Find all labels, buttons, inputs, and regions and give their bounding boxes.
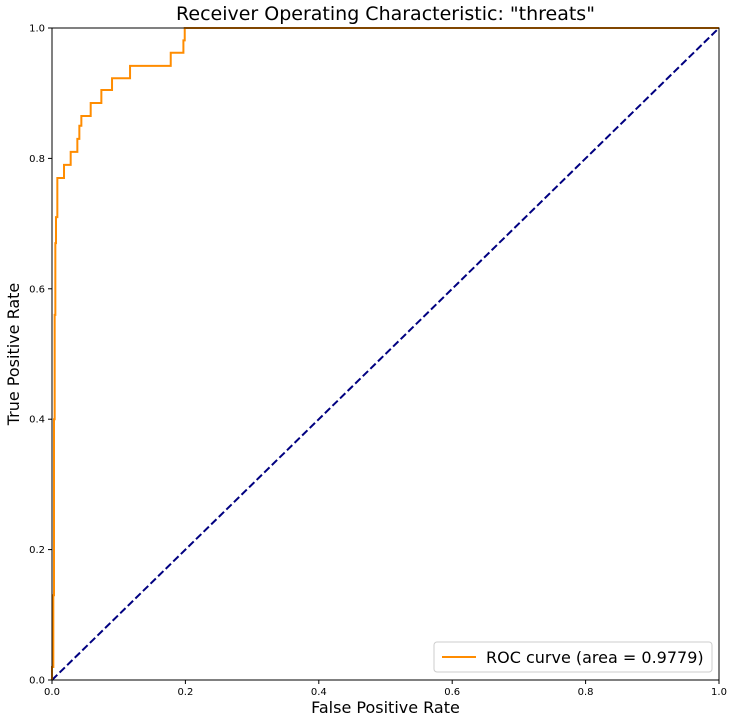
series-layer bbox=[51, 27, 720, 681]
diagonal-reference-line bbox=[51, 27, 720, 681]
legend: ROC curve (area = 0.9779) bbox=[433, 641, 713, 673]
y-tick-label: 1.0 bbox=[29, 24, 45, 35]
y-tick-label: 0.8 bbox=[29, 154, 45, 165]
y-tick-label: 0.0 bbox=[29, 676, 45, 687]
roc-curve-line bbox=[51, 27, 719, 680]
x-tick-label: 0.2 bbox=[177, 687, 193, 698]
y-axis-ticks: 0.0 0.2 0.4 0.6 0.8 1.0 bbox=[29, 24, 52, 687]
y-tick-label: 0.2 bbox=[29, 545, 45, 556]
legend-label: ROC curve (area = 0.9779) bbox=[486, 648, 704, 667]
x-tick-label: 0.0 bbox=[44, 687, 60, 698]
plot-frame bbox=[51, 27, 720, 681]
x-axis-label: False Positive Rate bbox=[311, 698, 460, 717]
x-axis-ticks: 0.0 0.2 0.4 0.6 0.8 1.0 bbox=[44, 680, 727, 698]
y-axis-label: True Positive Rate bbox=[4, 283, 23, 427]
y-tick-label: 0.6 bbox=[29, 284, 45, 295]
x-tick-label: 0.6 bbox=[444, 687, 460, 698]
x-tick-label: 1.0 bbox=[711, 687, 727, 698]
chart-title: Receiver Operating Characteristic: "thre… bbox=[176, 3, 595, 25]
legend-box bbox=[433, 641, 713, 673]
x-tick-label: 0.8 bbox=[578, 687, 594, 698]
y-tick-label: 0.4 bbox=[29, 415, 45, 426]
x-tick-label: 0.4 bbox=[311, 687, 327, 698]
